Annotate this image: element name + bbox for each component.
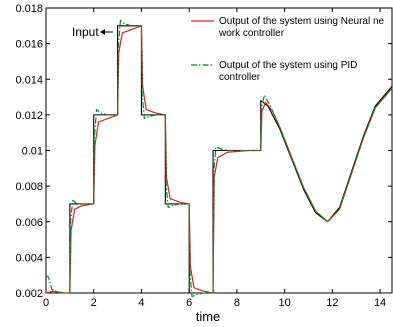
x-axis-ticks: 0 2 4 6 8 10 12 14 (43, 8, 386, 309)
x-tick-label: 12 (326, 297, 338, 309)
x-axis-label: time (196, 309, 221, 322)
legend-label: work controller (218, 28, 285, 39)
legend-label: Output of the system using Neural ne (219, 16, 385, 27)
y-tick-label: 0.008 (15, 181, 43, 193)
x-tick-label: 14 (374, 297, 386, 309)
y-tick-label: 0.004 (15, 252, 43, 264)
legend-label: controller (219, 72, 261, 83)
legend-entry-neural-network: Output of the system using Neural nework… (191, 16, 385, 39)
y-tick-label: 0.018 (15, 3, 43, 15)
series-layer (45, 19, 393, 298)
x-tick-label: 10 (278, 297, 290, 309)
annotation-layer: Input (72, 25, 113, 39)
y-tick-label: 0.014 (15, 74, 43, 86)
y-tick-label: 0.002 (15, 288, 43, 300)
x-tick-label: 8 (234, 297, 240, 309)
legend: Output of the system using Neural nework… (191, 16, 385, 83)
x-tick-label: 0 (43, 297, 49, 309)
y-tick-label: 0.012 (15, 110, 43, 122)
y-axis-ticks: 0.002 0.004 0.006 0.008 0.01 0.012 0.014 0.016 0… (15, 3, 392, 300)
x-tick-label: 2 (91, 297, 97, 309)
pid-output-line (45, 19, 393, 298)
legend-label: Output of the system using PID (219, 60, 357, 71)
arrowhead-icon (100, 29, 105, 35)
y-tick-label: 0.01 (22, 146, 43, 158)
x-tick-label: 6 (186, 297, 192, 309)
x-tick-label: 4 (138, 297, 144, 309)
y-tick-label: 0.006 (15, 217, 43, 229)
y-tick-label: 0.016 (15, 39, 43, 51)
input-annotation-label: Input (72, 25, 99, 39)
